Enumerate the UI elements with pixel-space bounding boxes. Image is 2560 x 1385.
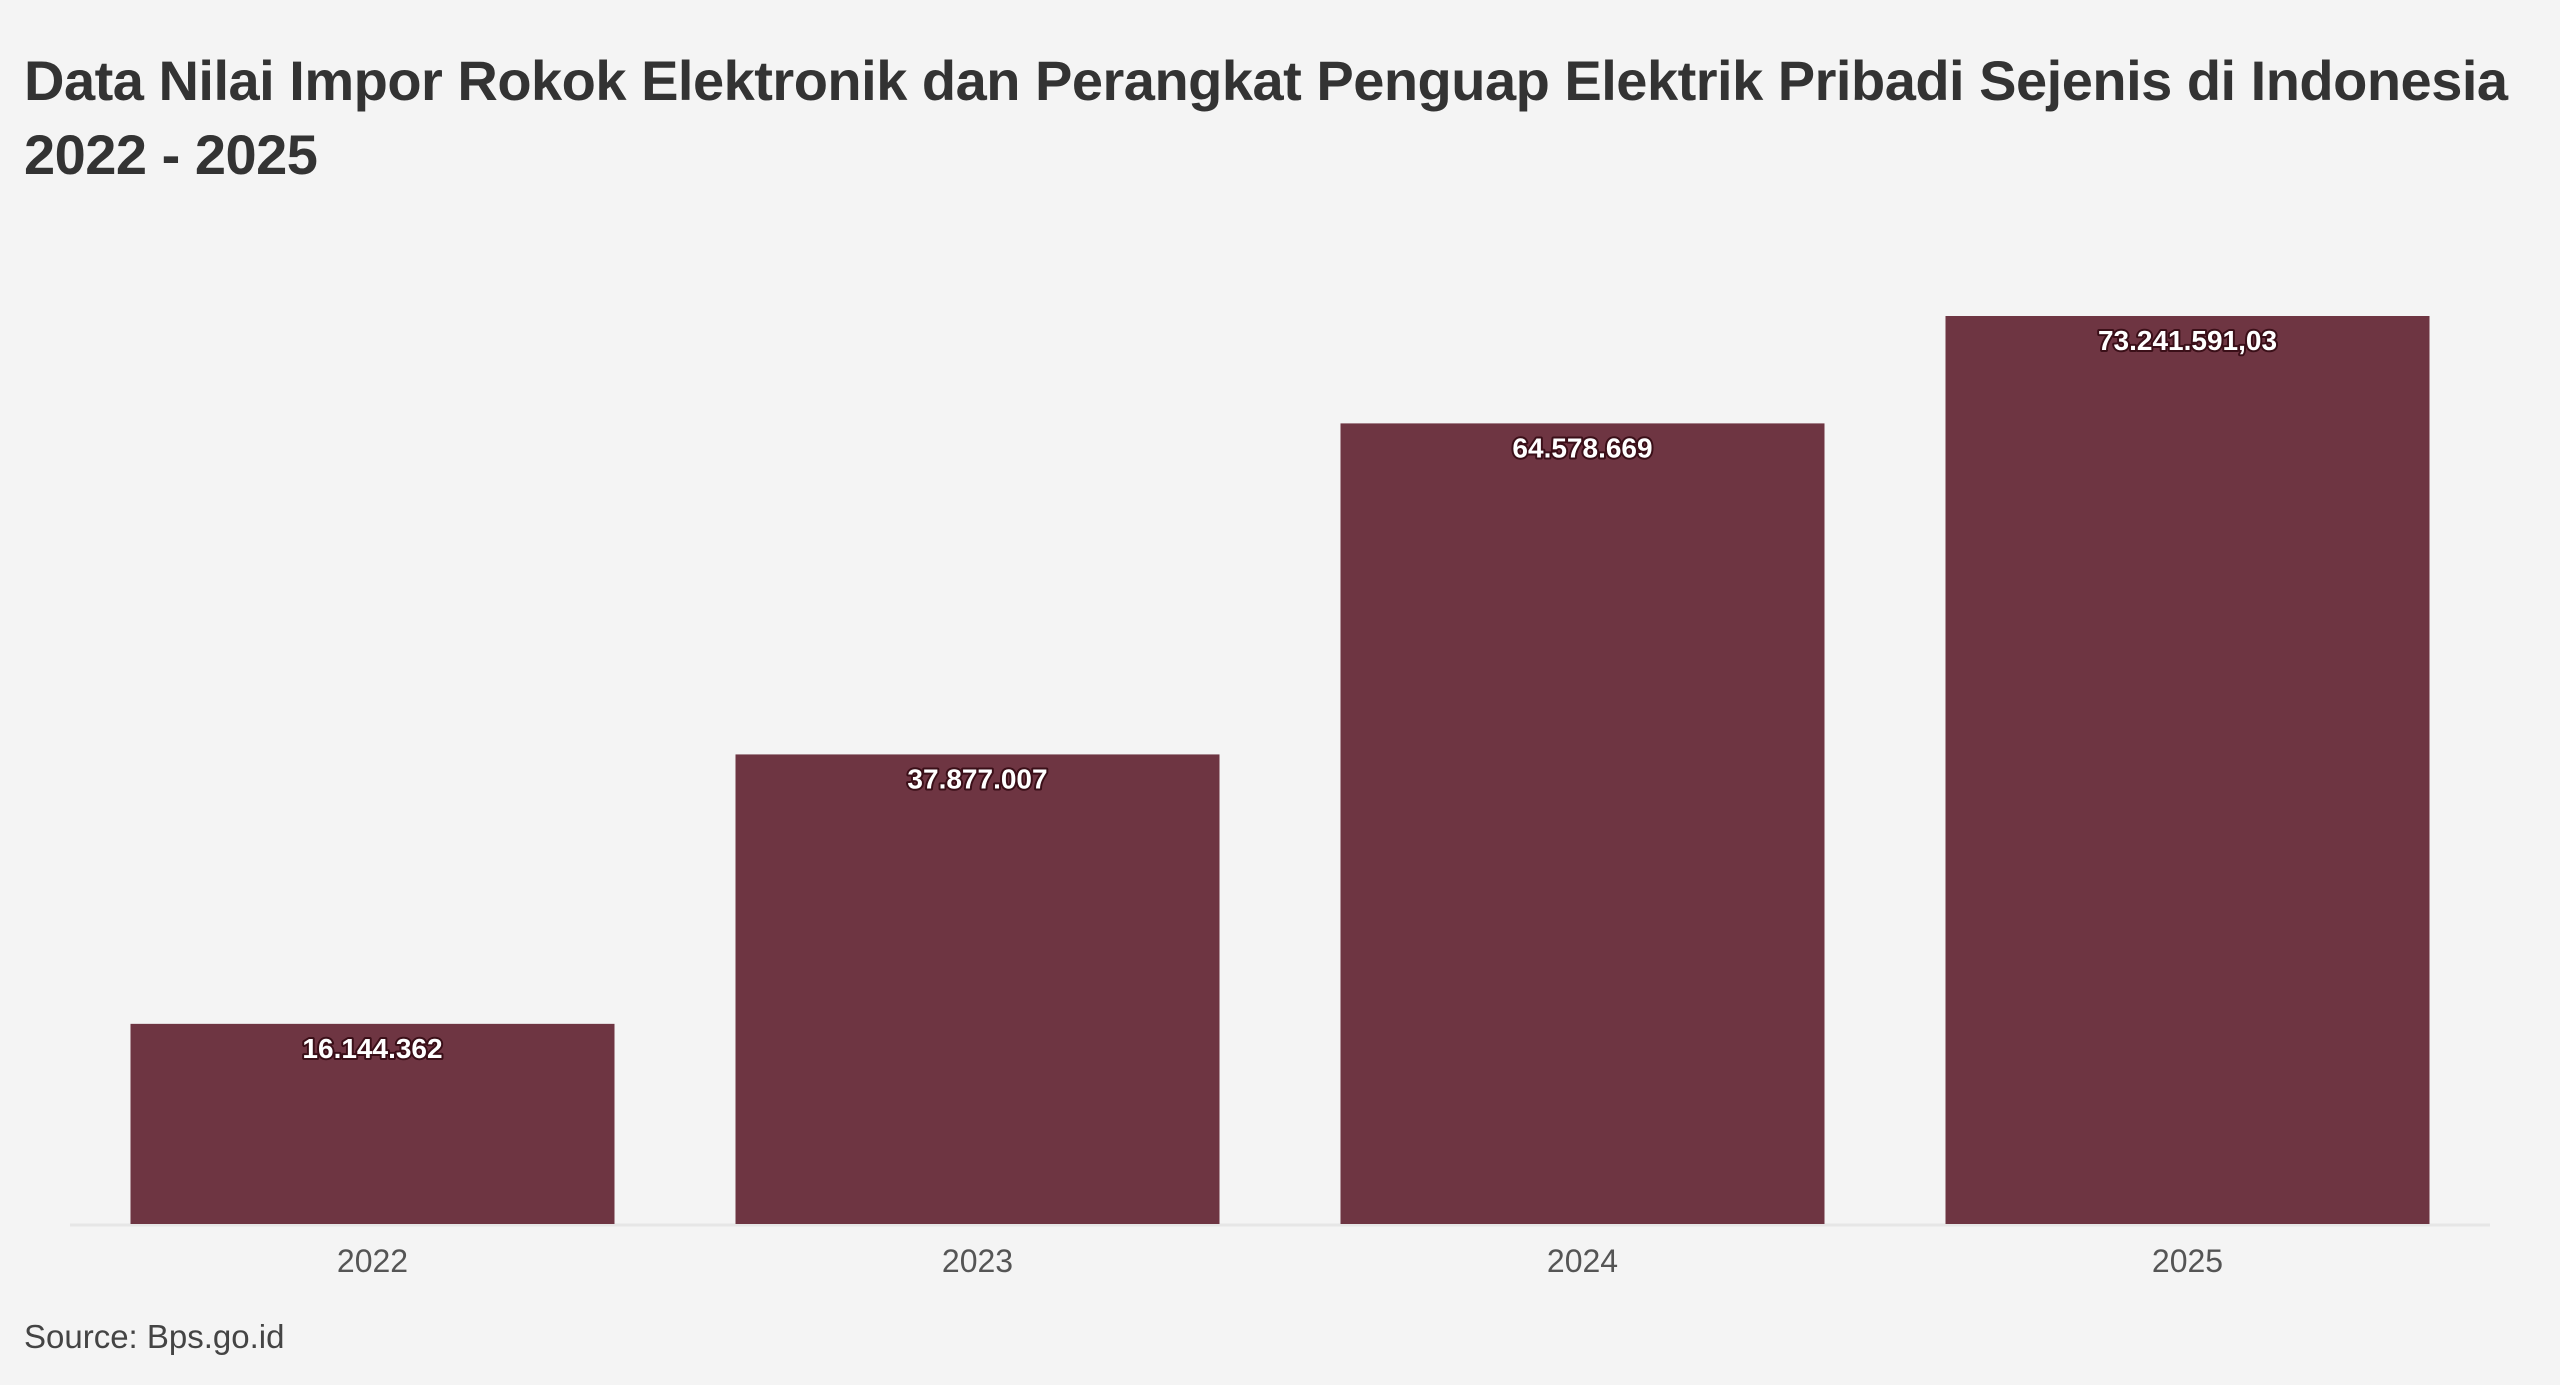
chart-title-line-2: 2022 - 2025 <box>24 123 318 186</box>
bar-value-label-2025: 73.241.591,03 <box>2098 325 2277 356</box>
source-note: Source: Bps.go.id <box>24 1318 285 1355</box>
x-tick-label-2022: 2022 <box>337 1243 408 1279</box>
chart-title: Data Nilai Impor Rokok Elektronik dan Pe… <box>24 44 2524 192</box>
bar-2025[interactable] <box>1945 316 2430 1224</box>
bar-value-label-2024: 64.578.669 <box>1512 432 1652 463</box>
x-tick-label-2025: 2025 <box>2152 1243 2223 1279</box>
chart-title-line-1: Data Nilai Impor Rokok Elektronik dan Pe… <box>24 49 2508 112</box>
bar-2023[interactable] <box>735 754 1220 1224</box>
bar-2022[interactable] <box>130 1023 615 1224</box>
bar-value-label-2022: 16.144.362 <box>302 1033 442 1064</box>
x-tick-label-2023: 2023 <box>942 1243 1013 1279</box>
bar-2024[interactable] <box>1340 423 1825 1224</box>
x-tick-label-2024: 2024 <box>1547 1243 1618 1279</box>
bar-value-label-2023: 37.877.007 <box>907 763 1047 794</box>
